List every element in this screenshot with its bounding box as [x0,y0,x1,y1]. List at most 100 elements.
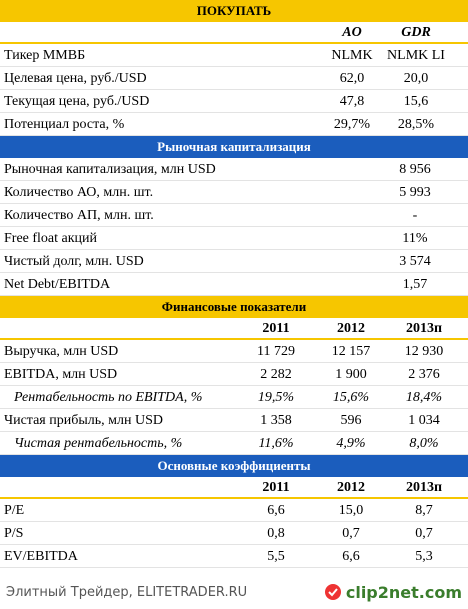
cell-value: 8,0% [409,436,439,451]
cell-value: 47,8 [339,94,365,109]
header-spacer [4,318,238,340]
cell-value: NLMK LI [387,48,445,63]
column-header: 2011 2012 2013п [0,318,468,340]
table-row: Чистый долг, млн. USD 3 574 [0,250,468,273]
column-label: 2013п [405,480,443,495]
section: Основные коэффициенты 2011 2012 2013п P/E 6,6… [0,455,468,568]
row-label: Текущая цена, руб./USD [4,94,150,109]
table-row: Рыночная капитализация, млн USD 8 956 [0,158,468,181]
cell-value: 5,5 [267,549,285,564]
table-row: EBITDA, млн USD 2 282 1 900 2 376 [0,363,468,386]
footer-source: Элитный Трейдер, ELITETRADER.RU [6,584,248,600]
column-label: 2012 [337,321,365,336]
table-row: P/S 0,8 0,7 0,7 [0,522,468,545]
section-title: Финансовые показатели [0,296,468,318]
cell-value: 12 157 [331,344,371,359]
column-header: AO GDR [0,22,468,44]
header-spacer [4,22,320,44]
cell-value: 12 930 [404,344,444,359]
table-row: Количество АО, млн. шт. 5 993 [0,181,468,204]
table-row: Рентабельность по EBITDA, % 19,5% 15,6% 18,… [0,386,468,409]
row-label: Free float акций [4,231,98,246]
table-row: P/E 6,6 15,0 8,7 [0,499,468,522]
cell-value: 1 900 [335,367,367,382]
row-label: P/E [4,503,25,518]
table-row: Количество АП, млн. шт. - [0,204,468,227]
cell-value: - [412,208,418,223]
row-label: Чистая прибыль, млн USD [4,413,163,428]
cell-value: 6,6 [342,549,360,564]
cell-value: 0,8 [267,526,285,541]
cell-value: 62,0 [339,71,365,86]
cell-value: 19,5% [257,390,295,405]
section: Рыночная капитализация Рыночная капитализ… [0,136,468,296]
cell-value: 11% [402,231,428,246]
row-label: Выручка, млн USD [4,344,119,359]
row-label: Количество АО, млн. шт. [4,185,154,200]
table-row: EV/EBITDA 5,5 6,6 5,3 [0,545,468,568]
header-spacer [4,477,238,499]
cell-value: 6,6 [267,503,285,518]
logo-icon [324,584,341,600]
cell-value: 1 358 [260,413,292,428]
cell-value: 15,6 [403,94,429,109]
table-row: Выручка, млн USD 11 729 12 157 12 930 [0,340,468,363]
row-label: P/S [4,526,24,541]
cell-value: 5 993 [399,185,431,200]
column-label: AO [342,25,362,40]
section: Финансовые показатели 2011 2012 2013п Выручк… [0,296,468,455]
cell-value: 3 574 [399,254,431,269]
row-label: Целевая цена, руб./USD [4,71,147,86]
cell-value: 8,7 [415,503,433,518]
cell-value: 11 729 [257,344,295,359]
logo: clip2net.com [324,583,462,602]
cell-value: 29,7% [333,117,371,132]
cell-value: 1,57 [402,277,428,292]
row-label: Чистая рентабельность, % [14,436,183,451]
cell-value: 596 [340,413,362,428]
cell-value: 18,4% [405,390,443,405]
row-label: EV/EBITDA [4,549,78,564]
table-row: Net Debt/EBITDA 1,57 [0,273,468,296]
row-label: Потенциал роста, % [4,117,125,132]
section-title: Рыночная капитализация [0,136,468,158]
column-header: 2011 2012 2013п [0,477,468,499]
row-label: Чистый долг, млн. USD [4,254,144,269]
column-label: 2011 [262,480,290,495]
row-label: Количество АП, млн. шт. [4,208,154,223]
section: ПОКУПАТЬ AO GDR Тикер ММВБ NLMK NLMK LI Целева… [0,0,468,136]
table-row: Чистая рентабельность, % 11,6% 4,9% 8,0% [0,432,468,455]
cell-value: 0,7 [342,526,360,541]
row-label: Net Debt/EBITDA [4,277,111,292]
logo-text: clip2net.com [345,582,462,602]
row-label: Рыночная капитализация, млн USD [4,162,216,177]
table-row: Чистая прибыль, млн USD 1 358 596 1 034 [0,409,468,432]
cell-value: 2 282 [260,367,292,382]
table-row: Тикер ММВБ NLMK NLMK LI [0,44,468,67]
column-label: GDR [401,25,431,40]
column-label: 2013п [405,321,443,336]
row-label: Рентабельность по EBITDA, % [14,390,203,405]
cell-value: NLMK [331,48,373,63]
cell-value: 5,3 [415,549,433,564]
section-title: Основные коэффициенты [0,455,468,477]
cell-value: 15,0 [338,503,364,518]
table-row: Потенциал роста, % 29,7% 28,5% [0,113,468,136]
cell-value: 8 956 [399,162,431,177]
cell-value: 2 376 [408,367,440,382]
column-label: 2012 [337,480,365,495]
row-label: Тикер ММВБ [4,48,86,63]
cell-value: 28,5% [397,117,435,132]
column-label: 2011 [262,321,290,336]
row-label: EBITDA, млн USD [4,367,118,382]
cell-value: 1 034 [408,413,440,428]
cell-value: 11,6% [258,436,294,451]
cell-value: 20,0 [403,71,429,86]
table-row: Free float акций 11% [0,227,468,250]
table-row: Целевая цена, руб./USD 62,0 20,0 [0,67,468,90]
cell-value: 4,9% [336,436,366,451]
table-row: Текущая цена, руб./USD 47,8 15,6 [0,90,468,113]
section-title: ПОКУПАТЬ [0,0,468,22]
footer: Элитный Трейдер, ELITETRADER.RU clip2net… [0,575,468,609]
